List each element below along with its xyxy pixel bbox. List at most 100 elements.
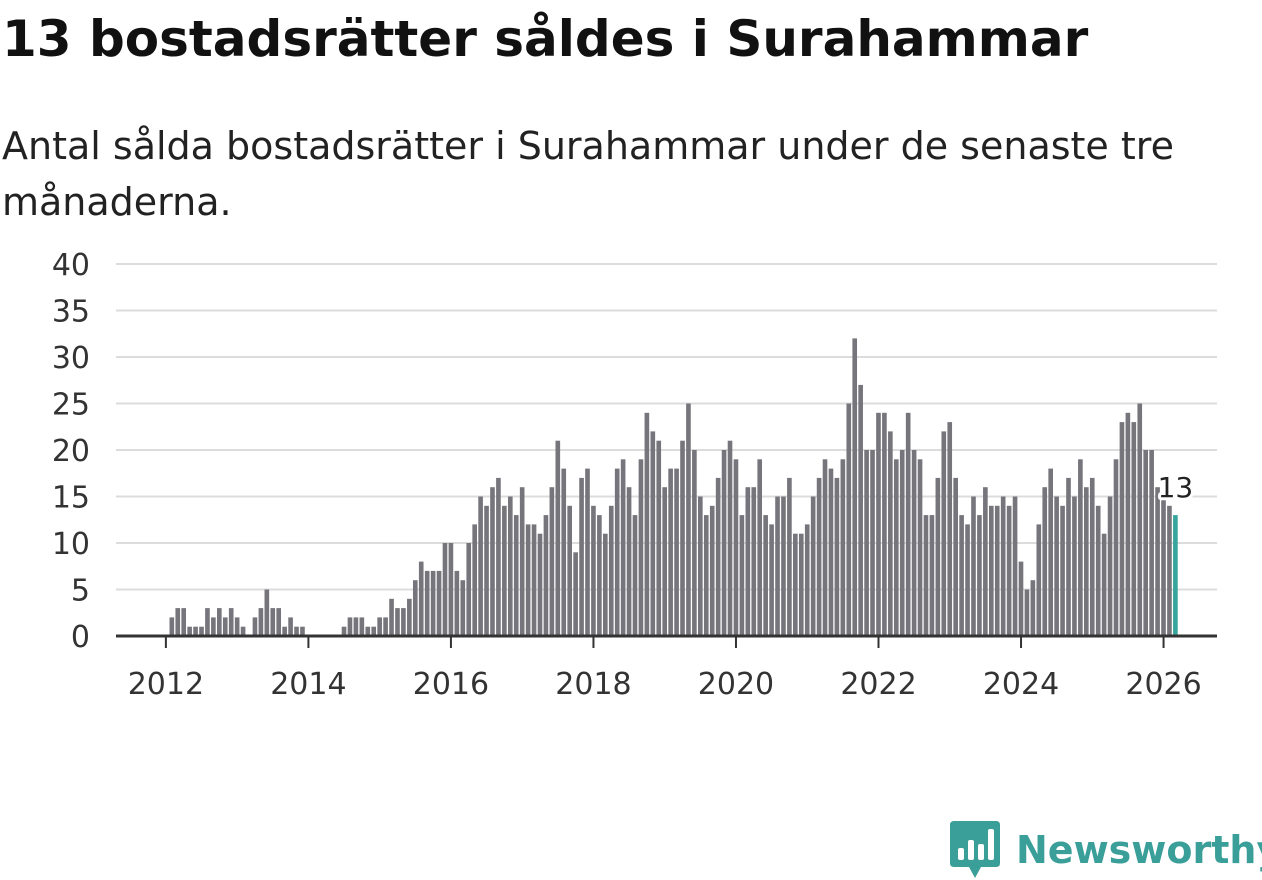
bar	[543, 515, 549, 636]
bar	[519, 487, 525, 636]
bar	[217, 608, 222, 636]
bar	[1119, 422, 1125, 636]
bar	[810, 496, 816, 636]
bar	[193, 626, 198, 636]
bar	[222, 617, 228, 636]
bar	[365, 626, 371, 636]
bar	[923, 515, 929, 636]
bar	[1048, 468, 1053, 636]
bar	[1167, 505, 1172, 636]
bar	[567, 505, 572, 636]
bar	[947, 422, 953, 636]
bar	[763, 515, 768, 636]
y-tick-label: 40	[52, 248, 90, 283]
bar	[448, 543, 454, 636]
bar	[175, 608, 181, 636]
bar	[953, 477, 958, 636]
bar	[454, 570, 460, 636]
bar	[1113, 459, 1119, 636]
bar	[430, 570, 436, 636]
bar	[965, 524, 970, 636]
bar	[614, 468, 620, 636]
bar	[793, 533, 798, 636]
bar	[988, 505, 994, 636]
bar	[745, 487, 751, 636]
y-tick-label: 25	[52, 388, 90, 423]
bar	[608, 505, 614, 636]
newsworthy-brand: Newsworthy	[950, 820, 1262, 880]
bar	[300, 626, 305, 636]
bar	[264, 589, 270, 636]
bar	[341, 626, 347, 636]
bar	[959, 515, 964, 636]
bar	[1107, 496, 1113, 636]
bar	[757, 459, 763, 636]
x-tick-label: 2020	[698, 667, 774, 702]
bar	[347, 617, 353, 636]
bar	[751, 487, 757, 636]
y-tick-label: 5	[71, 574, 90, 609]
bar	[211, 617, 216, 636]
bar	[1072, 496, 1077, 636]
bar	[787, 477, 792, 636]
bar	[502, 505, 507, 636]
bar	[1054, 496, 1059, 636]
bar	[899, 450, 905, 636]
bar	[721, 450, 727, 636]
bar	[893, 459, 899, 636]
bar	[941, 431, 947, 636]
bar	[864, 450, 869, 636]
bar	[1161, 496, 1166, 636]
bar	[739, 515, 745, 636]
bar	[513, 515, 519, 636]
x-tick-label: 2018	[555, 667, 631, 702]
bar	[1006, 505, 1012, 636]
bar	[181, 608, 187, 636]
bar	[353, 617, 359, 636]
bar	[1101, 533, 1107, 636]
bar	[911, 450, 917, 636]
bar	[507, 496, 513, 636]
bar	[1036, 524, 1042, 636]
chart-subtitle: Antal sålda bostadsrätter i Surahammar u…	[2, 124, 1174, 224]
bar	[585, 468, 590, 636]
bar-chart: 0 5 10 15 20 25 30 35 40 2012 2014 2016 2018 2020 2022…	[52, 248, 1217, 702]
bar	[288, 617, 293, 636]
bar	[638, 459, 644, 636]
bar	[828, 468, 834, 636]
bar	[715, 477, 721, 636]
bar	[935, 477, 941, 636]
bar	[668, 468, 673, 636]
bar	[1018, 561, 1024, 636]
bars	[169, 338, 1178, 636]
bar	[775, 496, 780, 636]
bar	[1155, 487, 1160, 636]
x-tick-label: 2012	[128, 667, 204, 702]
bar	[977, 515, 982, 636]
bar	[252, 617, 258, 636]
y-tick-label: 15	[52, 481, 90, 516]
bar	[496, 477, 501, 636]
bar	[579, 477, 584, 636]
y-tick-label: 30	[52, 341, 90, 376]
bar	[858, 384, 863, 636]
latest-value-label: 13	[1158, 471, 1194, 504]
bar	[1084, 487, 1089, 636]
bar-latest	[1173, 515, 1178, 636]
bar	[662, 487, 668, 636]
bar	[1089, 477, 1095, 636]
bar	[840, 459, 846, 636]
bar	[472, 524, 477, 636]
bar	[644, 412, 650, 636]
bar	[1000, 496, 1006, 636]
y-tick-label: 20	[52, 434, 90, 469]
bar	[1131, 422, 1137, 636]
bar	[846, 403, 852, 636]
bar	[632, 515, 638, 636]
bar	[1060, 505, 1065, 636]
bar	[395, 608, 400, 636]
bar	[282, 626, 287, 636]
bar	[905, 412, 911, 636]
axes: 0 5 10 15 20 25 30 35 40 2012 2014 2016 2018 2020 2022…	[52, 248, 1217, 702]
bar	[383, 617, 388, 636]
